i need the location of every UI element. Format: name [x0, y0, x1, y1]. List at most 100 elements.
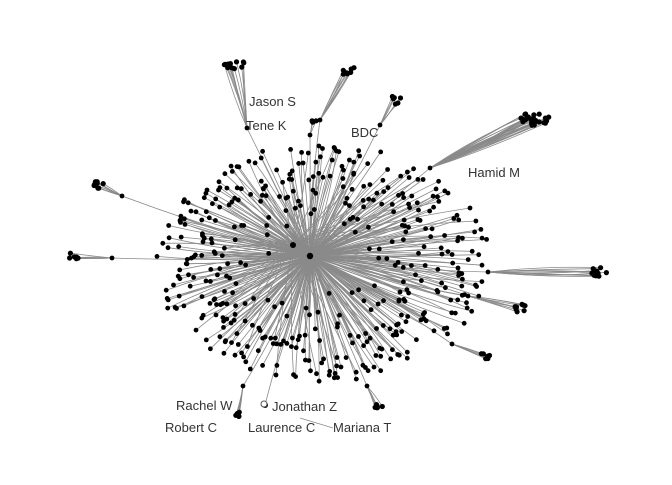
- graph-node-355: [381, 178, 386, 183]
- graph-node-247: [207, 215, 212, 220]
- graph-node-198: [171, 283, 176, 288]
- graph-node-134: [285, 314, 290, 319]
- graph-node-354: [385, 167, 390, 172]
- graph-node-80: [356, 334, 361, 339]
- graph-node-10: [480, 279, 485, 284]
- graph-node-147: [272, 304, 277, 309]
- graph-node-187: [173, 305, 178, 310]
- graph-node-281: [230, 169, 235, 174]
- graph-node-129: [275, 363, 280, 368]
- graph-node-373: [401, 195, 406, 200]
- graph-node-270: [225, 186, 230, 191]
- graph-node-3: [456, 266, 461, 271]
- graph-node-189: [222, 289, 227, 294]
- graph-node-108: [314, 371, 319, 376]
- graph-node-47: [445, 332, 450, 337]
- graph-node-400: [423, 226, 428, 231]
- graph-node-188: [200, 294, 205, 299]
- graph-node-160: [266, 298, 271, 303]
- graph-node-36: [462, 321, 467, 326]
- graph-node-21: [435, 288, 440, 293]
- graph-node-273: [223, 171, 228, 176]
- graph-node-401: [430, 226, 435, 231]
- graph-node-362: [386, 185, 391, 190]
- graph-node-503: [110, 256, 115, 261]
- graph-edge-455: [380, 99, 393, 125]
- graph-node-168: [221, 315, 226, 320]
- graph-node-340: [351, 172, 356, 177]
- graph-node-518: [589, 271, 594, 276]
- graph-node-132: [273, 336, 278, 341]
- graph-node-312: [312, 207, 317, 212]
- graph-node-350: [351, 215, 356, 220]
- graph-node-243: [179, 214, 184, 219]
- graph-node-2: [450, 261, 455, 266]
- graph-node-408: [479, 227, 484, 232]
- graph-node-107: [317, 379, 322, 384]
- graph-node-15: [474, 284, 479, 289]
- graph-node-112: [316, 310, 321, 315]
- graph-node-9: [460, 277, 465, 282]
- graph-node-56: [394, 323, 399, 328]
- graph-node-169: [243, 301, 248, 306]
- graph-node-12: [413, 272, 418, 277]
- graph-node-28: [465, 306, 470, 311]
- graph-node-227: [167, 235, 172, 240]
- graph-node-209: [217, 266, 222, 271]
- graph-node-20: [443, 285, 448, 290]
- graph-node-246: [213, 218, 218, 223]
- graph-node-43: [444, 326, 449, 331]
- graph-node-425: [440, 252, 445, 257]
- graph-node-257: [210, 201, 215, 206]
- graph-node-343: [345, 196, 350, 201]
- graph-node-363: [411, 166, 416, 171]
- graph-node-16: [419, 278, 424, 283]
- graph-node-550: [233, 413, 238, 418]
- graph-node-442: [229, 65, 234, 70]
- graph-node-366: [396, 193, 401, 198]
- graph-node-370: [400, 191, 405, 196]
- graph-node-120: [294, 345, 299, 350]
- node-label-mariana-t: Mariana T: [333, 420, 391, 435]
- graph-node-71: [374, 326, 379, 331]
- graph-node-289: [259, 179, 264, 184]
- graph-node-214: [185, 257, 190, 262]
- graph-node-248: [232, 225, 237, 230]
- graph-node-352: [361, 204, 366, 209]
- graph-node-81: [378, 368, 383, 373]
- graph-node-379: [415, 200, 420, 205]
- graph-node-419: [416, 251, 421, 256]
- graph-node-359: [381, 189, 386, 194]
- graph-node-33: [398, 290, 403, 295]
- graph-node-241: [178, 218, 183, 223]
- graph-node-18: [476, 294, 481, 299]
- graph-node-295: [260, 149, 265, 154]
- graph-node-474: [546, 115, 551, 120]
- graph-node-25: [464, 300, 469, 305]
- graph-node-368: [390, 202, 395, 207]
- graph-node-266: [218, 185, 223, 190]
- graph-node-179: [208, 301, 213, 306]
- graph-node-493: [529, 117, 534, 122]
- graph-node-308: [309, 211, 314, 216]
- graph-node-520: [596, 274, 601, 279]
- graph-node-420: [446, 249, 451, 254]
- graph-node-337: [357, 154, 362, 159]
- graph-node-69: [390, 347, 395, 352]
- graph-node-345: [342, 221, 347, 226]
- graph-node-250: [204, 209, 209, 214]
- graph-node-138: [248, 367, 253, 372]
- graph-node-196: [188, 284, 193, 289]
- graph-node-79: [378, 354, 383, 359]
- graph-node-46: [432, 328, 437, 333]
- hub-node: [307, 253, 313, 259]
- graph-node-501: [95, 181, 100, 186]
- graph-node-252: [186, 200, 191, 205]
- graph-node-365: [407, 175, 412, 180]
- graph-node-259: [217, 205, 222, 210]
- graph-node-489: [523, 117, 528, 122]
- graph-node-161: [204, 338, 209, 343]
- graph-node-96: [339, 365, 344, 370]
- graph-node-341: [350, 187, 355, 192]
